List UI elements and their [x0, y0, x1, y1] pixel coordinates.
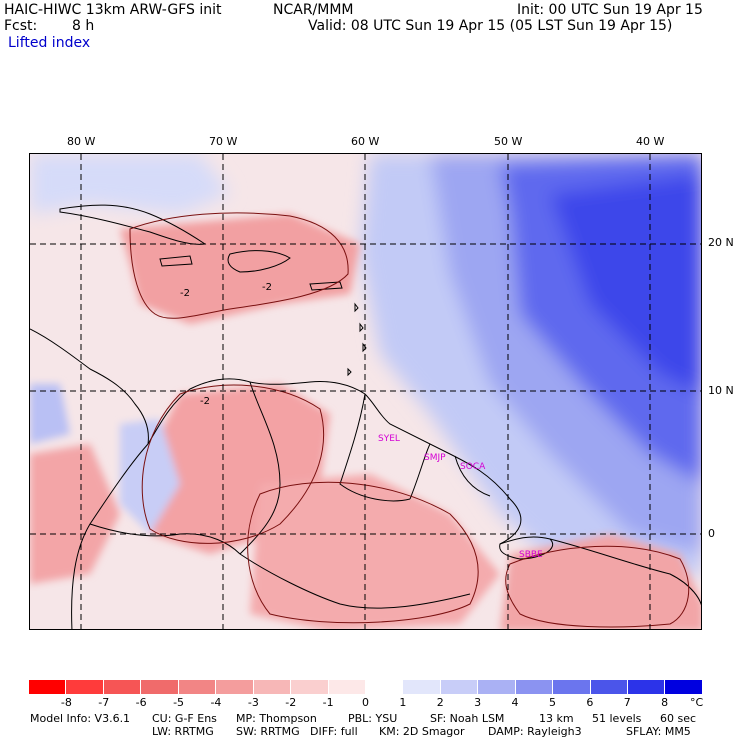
station-label: SMJP — [424, 453, 446, 463]
colorbar-tick-label: 1 — [399, 696, 407, 709]
colorbar-cell — [291, 680, 329, 694]
colorbar-cell — [216, 680, 254, 694]
lat-label-10n: 10 N — [708, 384, 734, 397]
south-america-pacific-coast — [71, 443, 149, 629]
lon-label-60w: 60 W — [351, 135, 380, 148]
lifted-index-map: -2 -2 -2 SYEL SMJP SOCA SBBE — [29, 153, 702, 630]
footer-microphysics: MP: Thompson — [236, 712, 317, 725]
colorbar-cell — [66, 680, 104, 694]
lon-label-80w: 80 W — [67, 135, 96, 148]
colorbar-tick-label: 3 — [474, 696, 482, 709]
contour-label-group: -2 -2 -2 — [180, 282, 272, 407]
footer-longwave: LW: RRTMG — [152, 725, 214, 738]
colorbar-tick-label: -6 — [135, 696, 147, 709]
colorbar-cell — [628, 680, 666, 694]
footer-pbl: PBL: YSU — [348, 712, 398, 725]
colorbar-tick-label: -7 — [98, 696, 110, 709]
contour-venezuela — [141, 384, 325, 544]
colorbar-cell — [478, 680, 516, 694]
footer-shortwave: SW: RRTMG — [236, 725, 300, 738]
colorbar-tick-label: -1 — [322, 696, 334, 709]
colorbar-tick-label: 2 — [436, 696, 444, 709]
colorbar-cell — [403, 680, 441, 694]
colorbar-cell — [29, 680, 67, 694]
organization-label: NCAR/MMM — [273, 2, 354, 18]
lat-label-20n: 20 N — [708, 236, 734, 249]
colorbar-tick-label: 6 — [586, 696, 594, 709]
model-title: HAIC-HIWC 13km ARW-GFS init — [4, 2, 222, 18]
contour-amazon — [247, 481, 479, 624]
colorbar-cell — [328, 680, 366, 694]
hispaniola-outline — [227, 250, 291, 273]
contour-caribbean — [129, 212, 349, 319]
footer-damping: DAMP: Rayleigh3 — [488, 725, 582, 738]
colorbar-cell — [103, 680, 142, 694]
footer-km: KM: 2D Smagor — [379, 725, 465, 738]
contour-lines — [129, 212, 690, 628]
colorbar-cell — [590, 680, 628, 694]
lat-label-equator: 0 — [708, 527, 715, 540]
contour-label: -2 — [180, 288, 190, 299]
station-label: SOCA — [460, 462, 486, 472]
colorbar-unit: °C — [690, 696, 704, 709]
border-venezuela-guyana — [339, 393, 411, 502]
colorbar-tick-label: -5 — [173, 696, 185, 709]
lon-label-70w: 70 W — [209, 135, 238, 148]
footer-model-info: Model Info: V3.6.1 — [30, 712, 131, 725]
jamaica-outline — [159, 255, 193, 267]
colorbar-cell — [553, 680, 591, 694]
lesser-antilles-outline — [347, 302, 367, 377]
footer-levels: 51 levels — [592, 712, 642, 725]
forecast-label: Fcst: — [4, 18, 38, 34]
colorbar-cell — [440, 680, 479, 694]
contour-label: -2 — [262, 282, 272, 293]
station-label: SBBE — [519, 550, 543, 560]
contour-label: -2 — [200, 396, 210, 407]
contour-brazil — [505, 545, 690, 628]
ocean-field — [30, 154, 701, 594]
central-america-coast — [30, 328, 149, 445]
footer-timestep: 60 sec — [660, 712, 697, 725]
colorbar-cell — [665, 680, 702, 694]
map-canvas: -2 -2 -2 SYEL SMJP SOCA SBBE — [30, 154, 701, 629]
colorbar-tick-label: -8 — [60, 696, 72, 709]
unstable-land-field — [30, 214, 701, 629]
colorbar-tick-label: 7 — [623, 696, 631, 709]
colorbar-tick-label: 0 — [362, 696, 369, 709]
forecast-hour: 8 h — [72, 18, 95, 34]
border-guyana-suriname — [409, 443, 431, 500]
field-name: Lifted index — [8, 35, 91, 51]
lon-label-40w: 40 W — [636, 135, 665, 148]
valid-time: Valid: 08 UTC Sun 19 Apr 15 (05 LST Sun … — [308, 18, 673, 34]
footer-cumulus: CU: G-F Ens — [152, 712, 217, 725]
puerto-rico-outline — [309, 281, 343, 291]
colorbar-tick-label: 5 — [548, 696, 556, 709]
colorbar-tick-label: 4 — [511, 696, 519, 709]
colorbar-cell — [178, 680, 217, 694]
colorbar-cell — [515, 680, 554, 694]
graticule — [30, 154, 701, 629]
footer-surface: SF: Noah LSM — [430, 712, 505, 725]
init-time: Init: 00 UTC Sun 19 Apr 15 — [517, 2, 703, 18]
colorbar-tick-label: -2 — [285, 696, 297, 709]
lon-label-50w: 50 W — [494, 135, 523, 148]
footer-surface-layer: SFLAY: MM5 — [626, 725, 691, 738]
colorbar-tick-label: 8 — [661, 696, 669, 709]
colorbar-cell — [253, 680, 292, 694]
colorbar-cell — [365, 680, 404, 694]
footer-resolution: 13 km — [539, 712, 574, 725]
colorbar-tick-label: -3 — [247, 696, 259, 709]
colorbar — [29, 680, 702, 694]
border-brazil-north — [239, 553, 471, 609]
footer-diffusion: DIFF: full — [310, 725, 358, 738]
station-label: SYEL — [378, 434, 400, 444]
border-ecuador-peru — [89, 523, 241, 555]
colorbar-tick-label: -4 — [210, 696, 222, 709]
colorbar-cell — [141, 680, 179, 694]
border-suriname-fguiana — [454, 455, 491, 497]
